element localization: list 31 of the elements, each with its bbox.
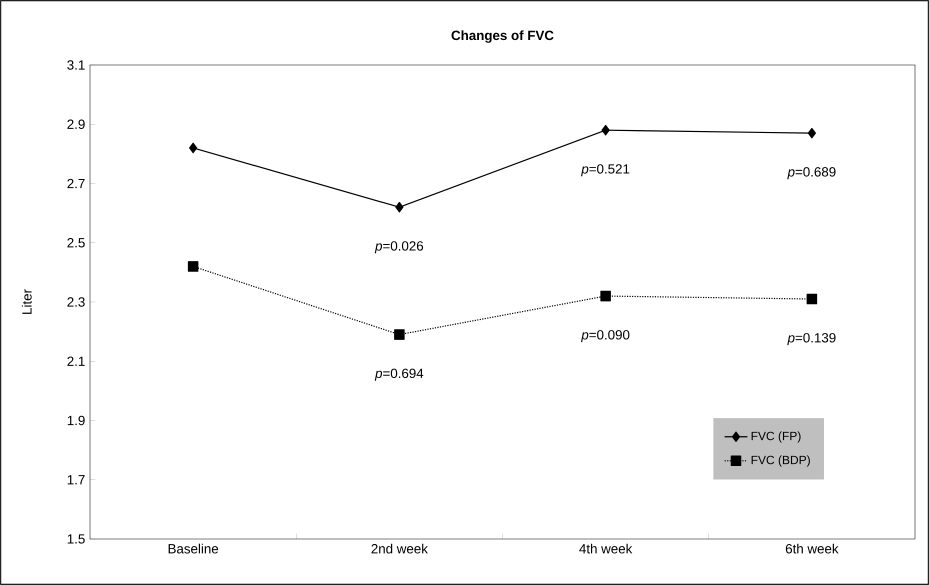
x-tick-label: 2nd week bbox=[372, 544, 428, 554]
annotation: p=0.694 bbox=[374, 368, 424, 381]
x-tick-label: 6th week bbox=[786, 544, 839, 554]
point bbox=[808, 128, 816, 138]
y-axis-title: Liter bbox=[22, 289, 32, 314]
point bbox=[600, 290, 611, 302]
annotation: p=0.139 bbox=[787, 333, 836, 346]
annotation: p=0.521 bbox=[581, 164, 630, 176]
y-tick-label: 3.1 bbox=[67, 60, 85, 70]
point bbox=[602, 124, 610, 136]
y-tick-label: 2.7 bbox=[67, 178, 85, 188]
y-tick-label: 1.5 bbox=[68, 534, 85, 544]
point bbox=[394, 329, 405, 340]
y-tick-label: 2.3 bbox=[67, 297, 85, 307]
annotation: p=0.090 bbox=[581, 330, 630, 342]
x-tick-label: 4th week bbox=[579, 544, 632, 554]
point bbox=[189, 142, 198, 154]
x-tick-label: Baseline bbox=[168, 544, 218, 554]
y-tick-label: 1.9 bbox=[68, 416, 85, 426]
point bbox=[188, 261, 198, 272]
point bbox=[395, 202, 404, 212]
chart-title: Changes of FVC bbox=[452, 30, 554, 43]
legend-label: FVC (FP) bbox=[752, 431, 801, 443]
annotation: p=0.026 bbox=[374, 241, 424, 254]
annotation: p=0.689 bbox=[787, 167, 836, 180]
y-tick-label: 1.7 bbox=[68, 475, 85, 484]
point bbox=[806, 294, 818, 304]
y-tick-label: 2.5 bbox=[67, 238, 85, 248]
y-tick-label: 2.9 bbox=[67, 120, 85, 129]
legend-label: FVC (BDP) bbox=[752, 455, 810, 467]
y-tick-label: 2.1 bbox=[67, 356, 85, 366]
